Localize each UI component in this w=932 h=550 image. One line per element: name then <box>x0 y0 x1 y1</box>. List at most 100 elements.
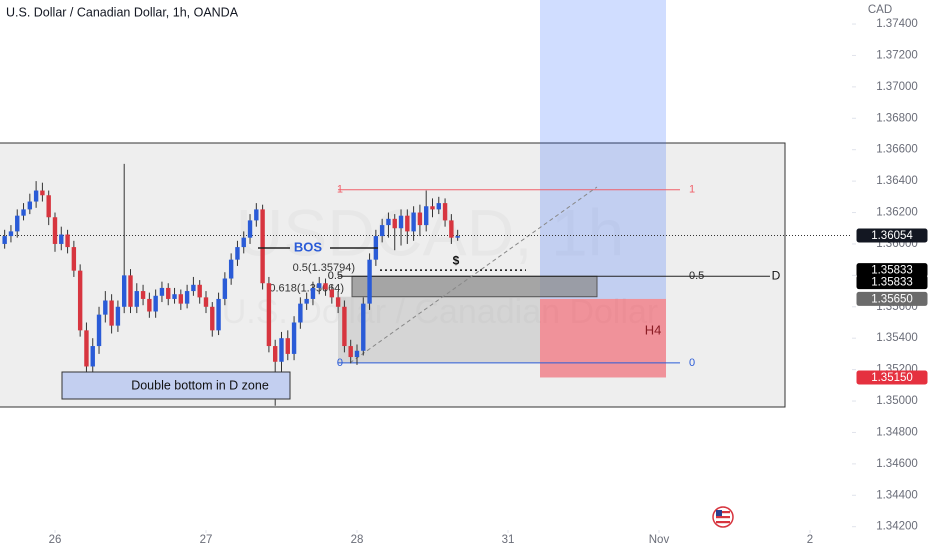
watermark: USDCAD, 1h <box>236 195 625 269</box>
candle-body <box>379 225 385 237</box>
candle-body <box>222 278 228 299</box>
candle-body <box>128 275 133 307</box>
candle-body <box>436 203 441 210</box>
y-tick-label: 1.34200 <box>876 521 918 533</box>
candle-body <box>423 206 429 226</box>
candle-body <box>386 218 391 226</box>
candle-body <box>417 212 423 226</box>
candle-body <box>411 212 416 232</box>
position-target <box>540 0 666 299</box>
x-tick-label: Nov <box>649 534 670 546</box>
candle-body <box>285 338 290 354</box>
candle-body <box>291 322 297 354</box>
fib-lower-area <box>338 296 540 363</box>
candle-body <box>235 247 240 260</box>
candle-body <box>335 297 341 307</box>
candle-body <box>52 217 58 244</box>
candle-body <box>392 218 397 229</box>
price-badge <box>856 275 928 290</box>
y-tick-label: 1.36800 <box>876 112 918 124</box>
candle-body <box>178 294 184 304</box>
y-tick-label: 1.35400 <box>876 332 918 344</box>
fib-level-label: 0.5 <box>328 270 343 282</box>
candle-body <box>317 283 322 288</box>
candle-body <box>103 300 108 315</box>
fib-zone-label: 0.5(1.35794) <box>293 262 355 274</box>
price-badge <box>856 228 928 243</box>
candle-body <box>348 346 353 358</box>
candle-body <box>254 209 259 221</box>
candle-body <box>342 306 347 347</box>
y-tick-label: 1.36200 <box>876 207 918 219</box>
price-badge <box>856 291 928 306</box>
y-tick-label: 1.34400 <box>876 489 918 501</box>
candle-body <box>172 294 177 299</box>
candle-body <box>442 203 448 221</box>
x-tick-label: 2 <box>807 534 813 546</box>
candle-body <box>2 236 7 244</box>
candle-body <box>40 190 45 196</box>
candle-body <box>77 270 83 331</box>
x-tick-label: 27 <box>200 534 213 546</box>
candle-body <box>197 284 202 298</box>
currency-flag-icon[interactable] <box>712 506 734 528</box>
y-tick-label: 1.37000 <box>876 81 918 93</box>
position-label: H4 <box>645 322 662 337</box>
zone-label: D <box>772 268 781 282</box>
fib-trend-line <box>349 186 598 364</box>
price-badge-label: 1.35650 <box>871 293 913 305</box>
candle-body <box>367 259 372 304</box>
candle-body <box>455 236 460 238</box>
candle-body <box>159 287 165 296</box>
candle-body <box>203 297 209 307</box>
fib-level-label: 1 <box>337 184 343 196</box>
y-tick-label: 1.34600 <box>876 458 918 470</box>
candle-body <box>304 298 309 304</box>
candle-body <box>323 283 328 290</box>
candle-body <box>398 215 404 229</box>
double-bottom-label: Double bottom in D zone <box>131 378 269 392</box>
candle-body <box>329 289 335 298</box>
candle-body <box>166 287 171 299</box>
candle-body <box>266 283 272 347</box>
fib-level-label: 0 <box>689 357 695 369</box>
candle-body <box>216 298 221 331</box>
price-badge-label: 1.35833 <box>871 277 913 289</box>
candle-body <box>361 303 366 351</box>
candle-body <box>84 330 89 367</box>
candle-body <box>140 291 146 299</box>
y-tick-label: 1.36400 <box>876 175 918 187</box>
x-tick-label: 26 <box>49 534 62 546</box>
y-tick-label: 1.37200 <box>876 49 918 61</box>
candle-body <box>354 350 360 358</box>
candle-body <box>15 215 20 232</box>
candle-body <box>405 215 410 232</box>
candle-body <box>96 314 102 347</box>
fib-zone <box>351 275 598 298</box>
x-tick-label: 31 <box>502 534 515 546</box>
candle-body <box>90 346 95 367</box>
candle-body <box>109 300 114 326</box>
candle-body <box>241 237 246 248</box>
candle-body <box>65 234 70 248</box>
candle-body <box>272 346 278 362</box>
candle-body <box>21 209 26 216</box>
y-tick-label: 1.34800 <box>876 426 918 438</box>
candle-body <box>33 190 39 202</box>
candle-body <box>310 287 316 299</box>
y-axis-label: CAD <box>868 4 892 16</box>
position-stop <box>540 298 666 378</box>
candle-body <box>279 338 284 362</box>
candle-body <box>210 306 215 331</box>
chart-title: U.S. Dollar / Canadian Dollar, 1h, OANDA <box>6 5 239 19</box>
liquidity-label: $ <box>453 253 460 267</box>
price-badge-label: 1.36054 <box>871 230 913 242</box>
candle-body <box>59 234 64 244</box>
candle-body <box>298 303 303 323</box>
candle-body <box>260 209 265 284</box>
candle-body <box>115 306 121 326</box>
fib-level-label: 1 <box>689 184 695 196</box>
x-tick-label: 28 <box>351 534 364 546</box>
